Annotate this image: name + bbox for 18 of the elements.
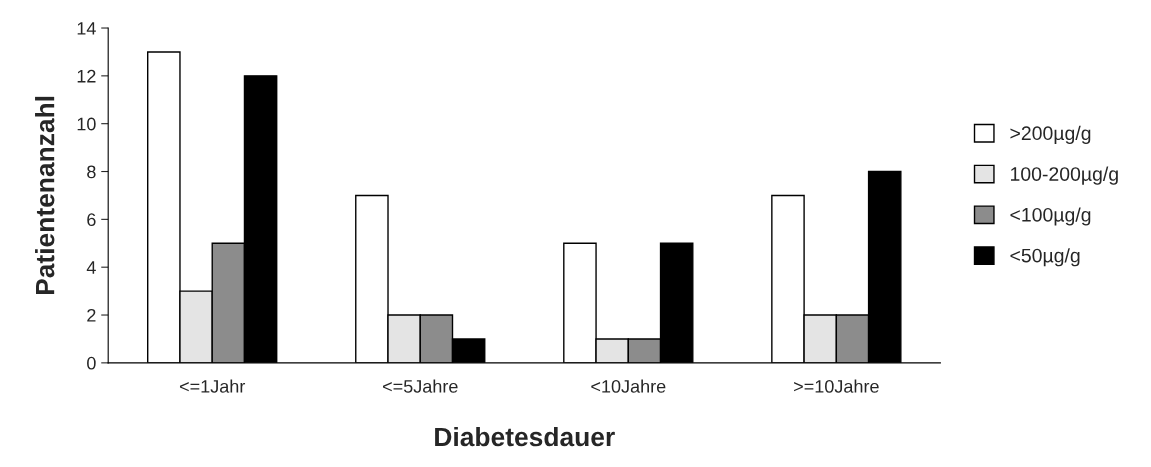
y-tick-label: 2 — [87, 308, 96, 322]
legend-label: 100-200µg/g — [1010, 166, 1118, 185]
legend-label: >200µg/g — [1010, 125, 1091, 144]
y-axis-title: Patientenanzahl — [35, 96, 55, 295]
legend-label: <50µg/g — [1010, 248, 1080, 267]
y-tick-label: 6 — [87, 213, 96, 227]
x-tick-label: <10Jahre — [591, 379, 666, 393]
y-tick-label: 10 — [77, 117, 96, 131]
x-tick-label: <=5Jahre — [383, 379, 458, 393]
y-tick-label: 8 — [87, 165, 96, 179]
y-tick-label: 4 — [86, 261, 96, 274]
legend-label: <100µg/g — [1010, 207, 1091, 226]
x-tick-label: >=10Jahre — [794, 379, 879, 393]
x-axis-title: Diabetesdauer — [435, 426, 615, 447]
y-tick-label: 14 — [77, 22, 96, 35]
y-tick-label: 0 — [87, 356, 96, 370]
x-tick-label: <=1Jahr — [179, 379, 246, 393]
y-tick-label: 12 — [77, 69, 96, 83]
